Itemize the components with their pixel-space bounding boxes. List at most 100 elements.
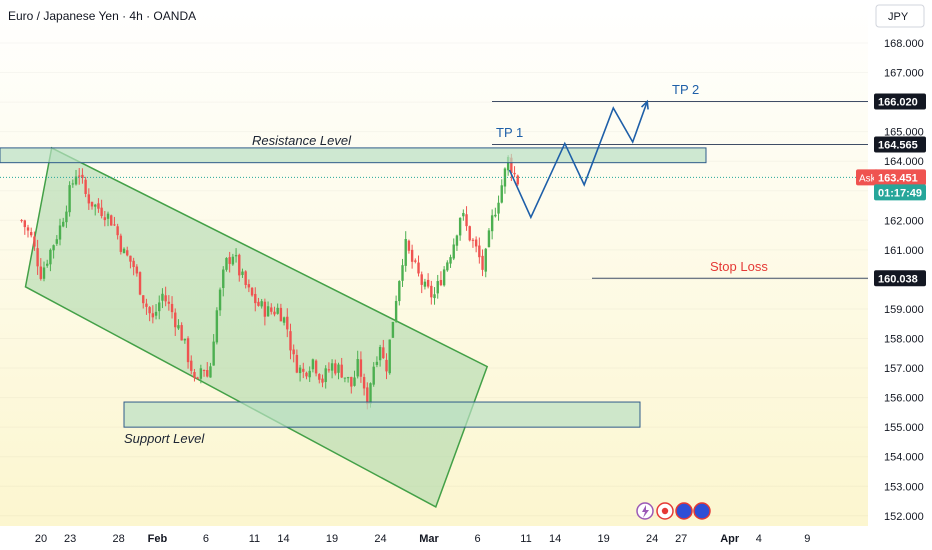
- x-tick-label: 9: [804, 533, 810, 545]
- candle: [113, 224, 116, 226]
- candle: [430, 285, 433, 298]
- x-tick-label: 6: [203, 533, 209, 545]
- candle: [385, 359, 388, 372]
- candle: [305, 372, 308, 377]
- candle: [74, 176, 78, 185]
- y-tick-label: 155.000: [884, 422, 924, 434]
- tp1-price-tag[interactable]: 164.565: [874, 136, 926, 153]
- stop-loss-price-tag[interactable]: 160.038: [874, 270, 926, 287]
- candle: [119, 235, 123, 252]
- candle: [126, 250, 129, 256]
- tp2-label: TP 2: [672, 82, 699, 97]
- candle: [500, 185, 503, 203]
- candle: [215, 310, 219, 343]
- currency-selector[interactable]: JPY: [875, 4, 925, 28]
- candle: [474, 239, 478, 247]
- candle: [228, 257, 231, 264]
- candle: [350, 376, 353, 387]
- support-zone[interactable]: [123, 401, 641, 428]
- candle: [263, 301, 267, 317]
- candle: [209, 366, 212, 378]
- candle: [378, 347, 382, 361]
- candle: [273, 311, 276, 315]
- candle: [330, 363, 334, 371]
- x-tick-label: 14: [549, 533, 561, 545]
- candle: [394, 300, 398, 322]
- candle: [324, 368, 327, 383]
- current-price-tag-text: 163.451: [878, 172, 918, 184]
- candle: [100, 207, 103, 217]
- tp2-price-tag-text: 166.020: [878, 97, 918, 109]
- candle: [314, 360, 318, 374]
- candle: [206, 370, 209, 377]
- candle: [84, 179, 87, 195]
- x-tick-label: 14: [277, 533, 289, 545]
- candle: [193, 372, 196, 378]
- candle: [218, 289, 222, 311]
- candle: [23, 220, 27, 228]
- candle: [129, 255, 132, 262]
- candle: [446, 262, 449, 271]
- candle: [103, 217, 107, 221]
- candle: [439, 280, 443, 286]
- candle: [167, 301, 171, 304]
- candle: [458, 217, 462, 236]
- candle: [375, 361, 379, 365]
- y-tick-label: 158.000: [884, 334, 924, 346]
- candle: [234, 255, 238, 257]
- candle: [289, 331, 292, 351]
- candle: [465, 214, 468, 227]
- tp2-price-tag[interactable]: 166.020: [874, 93, 926, 110]
- lightning-glyph: [642, 505, 649, 518]
- candle: [116, 226, 119, 236]
- candle: [270, 307, 273, 312]
- candle: [36, 248, 39, 267]
- candle: [97, 203, 100, 209]
- current-price-tag[interactable]: 163.451: [874, 169, 926, 186]
- candle: [388, 339, 391, 374]
- candle: [90, 201, 94, 207]
- candle: [302, 368, 305, 372]
- candle: [202, 369, 206, 371]
- x-tick-label: 24: [374, 533, 386, 545]
- y-tick-label: 159.000: [884, 304, 924, 316]
- candle: [366, 387, 369, 405]
- candle: [110, 215, 113, 226]
- candle: [231, 256, 235, 265]
- y-tick-label: 167.000: [884, 68, 924, 80]
- candle: [164, 295, 167, 302]
- candle: [62, 221, 65, 227]
- candle: [250, 287, 254, 296]
- event-icons[interactable]: [636, 502, 711, 520]
- flag-icon-japan[interactable]: [693, 502, 711, 520]
- candle: [87, 194, 91, 204]
- y-tick-label: 165.000: [884, 127, 924, 139]
- candle: [353, 377, 356, 386]
- chart-title: Euro / Japanese Yen · 4h · OANDA: [8, 9, 196, 23]
- x-tick-label: 20: [35, 533, 47, 545]
- ask-tag[interactable]: Ask: [856, 169, 878, 186]
- candle: [183, 338, 187, 341]
- candle: [142, 295, 145, 304]
- candle: [42, 267, 46, 279]
- candle: [170, 303, 174, 313]
- projection-path[interactable]: [508, 101, 649, 220]
- flag-icon-euro[interactable]: [675, 502, 693, 520]
- time-axis-background: [0, 526, 868, 550]
- candle: [295, 354, 299, 373]
- candle: [327, 369, 331, 371]
- stop-loss-label: Stop Loss: [710, 259, 768, 274]
- y-tick-label: 156.000: [884, 393, 924, 405]
- countdown-tag[interactable]: 01:17:49: [874, 184, 926, 201]
- candle: [138, 272, 142, 295]
- y-tick-label: 162.000: [884, 215, 924, 227]
- resistance-zone[interactable]: [0, 147, 707, 164]
- candle: [455, 235, 459, 246]
- x-tick-label: 28: [112, 533, 124, 545]
- candle: [20, 220, 23, 222]
- candle: [382, 347, 385, 359]
- y-tick-label: 154.000: [884, 452, 924, 464]
- candle: [478, 245, 481, 258]
- candle: [436, 281, 439, 294]
